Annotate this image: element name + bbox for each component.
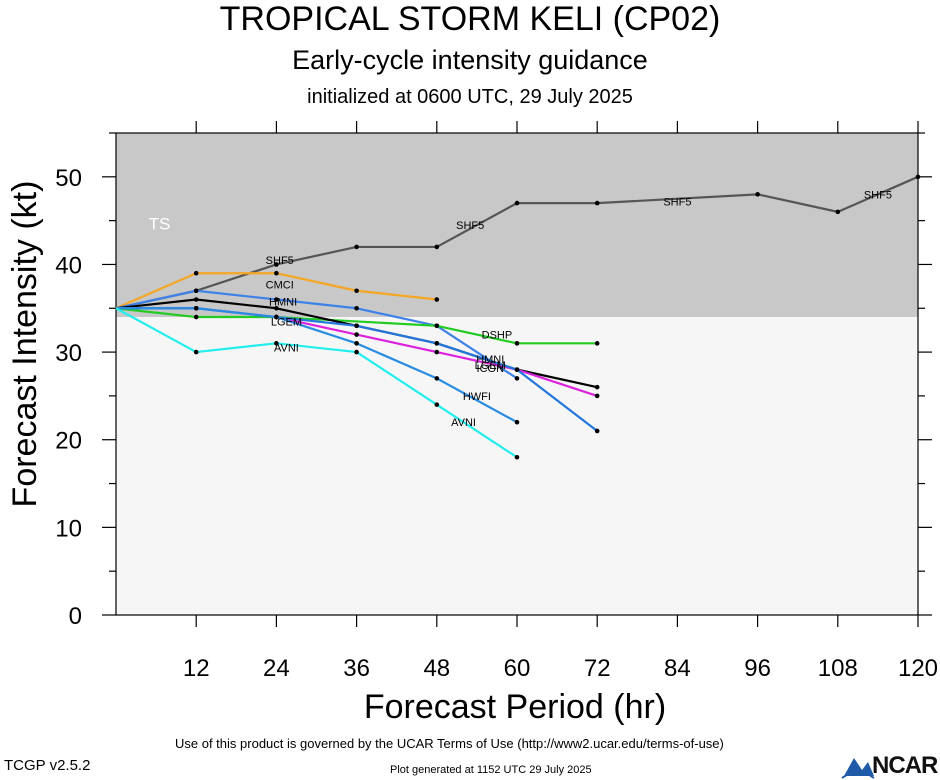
data-point bbox=[274, 270, 279, 276]
data-point bbox=[514, 341, 520, 346]
data-point bbox=[434, 341, 440, 346]
ncar-logo-icon bbox=[841, 758, 875, 779]
chart-title: TROPICAL STORM KELI (CP02) bbox=[219, 0, 721, 38]
series-line bbox=[116, 307, 518, 424]
generated-timestamp: Plot generated at 1152 UTC 29 July 2025 bbox=[390, 764, 592, 776]
initialization-line: initialized at 0600 UTC, 29 July 2025 bbox=[307, 86, 633, 108]
ncar-logo-text: NCAR bbox=[872, 752, 938, 779]
data-point bbox=[274, 297, 279, 302]
y-tick-label: 50 bbox=[55, 165, 82, 192]
data-point bbox=[193, 314, 199, 320]
y-tick-label: 0 bbox=[69, 603, 82, 630]
model-label: LGEM bbox=[271, 316, 302, 328]
data-point bbox=[274, 262, 279, 267]
data-point bbox=[274, 314, 279, 320]
x-tick-label: 72 bbox=[584, 655, 611, 682]
data-point bbox=[193, 297, 199, 302]
model-label: SHF5 bbox=[864, 189, 892, 201]
data-point bbox=[354, 332, 359, 337]
model-label: HMNI bbox=[269, 296, 297, 308]
model-label: SHF5 bbox=[456, 220, 484, 232]
data-point bbox=[434, 244, 440, 250]
x-tick-label: 84 bbox=[664, 655, 691, 682]
model-label: HWFI bbox=[463, 391, 491, 403]
data-point bbox=[193, 288, 199, 294]
intensity-band-0 bbox=[116, 133, 918, 318]
data-point bbox=[594, 393, 600, 399]
model-label: CMCI bbox=[266, 280, 294, 292]
data-point bbox=[434, 323, 440, 329]
series-line bbox=[115, 289, 518, 380]
data-point bbox=[193, 270, 199, 276]
x-tick-label: 96 bbox=[744, 655, 771, 682]
band-label: TS bbox=[149, 215, 171, 234]
x-tick-label: 108 bbox=[818, 655, 858, 682]
data-point bbox=[514, 419, 520, 425]
data-point bbox=[193, 349, 199, 355]
series-hwfi bbox=[116, 305, 520, 425]
x-tick-label: 12 bbox=[183, 655, 210, 682]
model-label: SHF5 bbox=[266, 255, 294, 267]
intensity-band-1 bbox=[116, 317, 918, 615]
data-point bbox=[354, 288, 359, 294]
model-label: LGEM bbox=[475, 360, 506, 372]
data-point bbox=[594, 384, 600, 390]
data-point bbox=[434, 376, 440, 381]
x-tick-label: 60 bbox=[504, 655, 531, 682]
x-tick-label: 120 bbox=[898, 655, 938, 682]
model-label: ICON bbox=[477, 363, 505, 375]
x-axis-label: Forecast Period (hr) bbox=[364, 688, 666, 726]
series-cmci bbox=[115, 270, 440, 310]
x-tick-label: 24 bbox=[263, 655, 290, 682]
data-point bbox=[755, 192, 760, 197]
intensity-chart: TS 12 24 36 48 60 72 84 96 108 120 0 10 20 30 40 50 Forec… bbox=[6, 121, 938, 726]
data-point bbox=[514, 376, 520, 381]
series-line bbox=[115, 175, 919, 310]
series-line bbox=[115, 307, 518, 459]
x-tick-label: 48 bbox=[423, 655, 450, 682]
model-label: SHF5 bbox=[663, 196, 691, 208]
y-tick-label: 10 bbox=[55, 515, 82, 542]
data-point bbox=[274, 341, 279, 346]
data-point bbox=[434, 349, 440, 355]
model-label: HMNI bbox=[476, 354, 504, 366]
y-axis-label: Forecast Intensity (kt) bbox=[6, 181, 44, 508]
data-point bbox=[354, 349, 359, 355]
data-point bbox=[354, 244, 359, 250]
data-point bbox=[354, 341, 359, 346]
chart-subtitle: Early-cycle intensity guidance bbox=[292, 45, 648, 75]
model-label: AVNI bbox=[451, 417, 476, 429]
data-point bbox=[514, 454, 520, 460]
series-line bbox=[115, 307, 598, 345]
data-point bbox=[594, 428, 600, 434]
model-label: AVNI bbox=[274, 343, 299, 355]
y-tick-label: 40 bbox=[55, 252, 82, 279]
series-shf5 bbox=[115, 174, 921, 310]
x-tick-label: 36 bbox=[343, 655, 370, 682]
data-point bbox=[594, 341, 600, 346]
model-label: DSHP bbox=[482, 330, 513, 342]
y-tick-label: 20 bbox=[55, 428, 82, 455]
data-point bbox=[514, 367, 520, 372]
data-point bbox=[835, 209, 841, 215]
data-point bbox=[354, 305, 359, 311]
data-point bbox=[434, 402, 440, 407]
y-tick-label: 30 bbox=[55, 340, 82, 367]
data-point bbox=[915, 174, 921, 180]
data-point bbox=[594, 200, 600, 206]
data-point bbox=[434, 297, 440, 302]
version-label: TCGP v2.5.2 bbox=[4, 757, 91, 774]
data-point bbox=[354, 323, 359, 329]
data-point bbox=[514, 200, 520, 206]
series-avni bbox=[115, 307, 520, 460]
data-point bbox=[193, 305, 199, 311]
data-point bbox=[274, 305, 279, 311]
terms-of-use: Use of this product is governed by the U… bbox=[175, 736, 724, 751]
